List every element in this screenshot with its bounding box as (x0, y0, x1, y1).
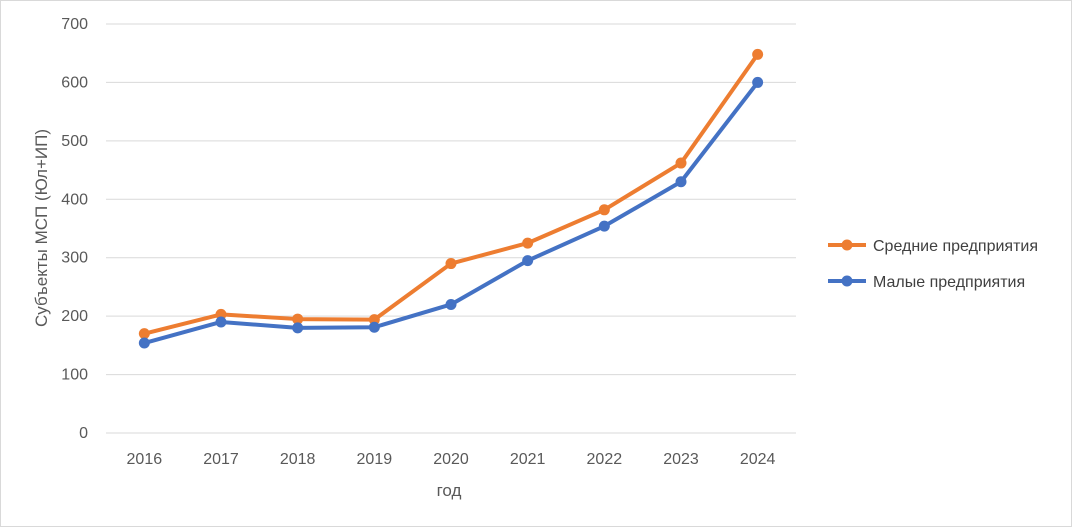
x-axis-title: год (437, 481, 462, 500)
data-point (445, 258, 457, 270)
y-tick-label: 400 (61, 191, 88, 208)
y-tick-label: 100 (61, 367, 88, 384)
x-tick-label: 2023 (663, 451, 699, 468)
x-tick-label: 2019 (357, 451, 393, 468)
data-point (215, 316, 227, 328)
legend-marker (841, 239, 853, 251)
data-point (292, 313, 304, 325)
x-tick-label: 2022 (587, 451, 623, 468)
data-point (522, 237, 534, 249)
x-tick-label: 2020 (433, 451, 469, 468)
legend-marker (841, 275, 853, 287)
x-tick-label: 2018 (280, 451, 316, 468)
data-point (522, 255, 534, 267)
x-tick-label: 2021 (510, 451, 546, 468)
y-axis-ticks: 0 100 200 300 400 500 600 700 (61, 16, 88, 442)
x-tick-label: 2017 (203, 451, 239, 468)
y-tick-label: 600 (61, 74, 88, 91)
x-tick-label: 2016 (127, 451, 163, 468)
y-tick-label: 300 (61, 250, 88, 267)
x-axis-ticks: 2016 2017 2018 2019 2020 2021 2022 2023 2024 (127, 451, 776, 468)
data-point (675, 157, 687, 169)
data-point (598, 204, 610, 216)
data-point (675, 176, 687, 188)
data-point (292, 322, 304, 334)
series-lines (138, 48, 764, 349)
y-axis-title: Субъекты МСП (Юл+ИП) (32, 129, 51, 327)
data-point (752, 76, 764, 88)
data-point (138, 328, 150, 340)
data-point (368, 321, 380, 333)
data-point (215, 308, 227, 320)
y-tick-label: 700 (61, 16, 88, 33)
data-point (138, 337, 150, 349)
x-tick-label: 2024 (740, 451, 776, 468)
legend-label: Средние предприятия (873, 238, 1038, 255)
data-point (598, 220, 610, 232)
legend-label: Малые предприятия (873, 274, 1025, 291)
y-tick-label: 0 (79, 425, 88, 442)
series-line-1 (142, 52, 760, 336)
gridlines (106, 23, 796, 434)
data-point (368, 314, 380, 326)
data-point (445, 298, 457, 310)
y-tick-label: 200 (61, 308, 88, 325)
y-tick-label: 500 (61, 133, 88, 150)
data-point (752, 48, 764, 60)
legend: Средние предприятия Малые предприятия (828, 238, 1038, 291)
